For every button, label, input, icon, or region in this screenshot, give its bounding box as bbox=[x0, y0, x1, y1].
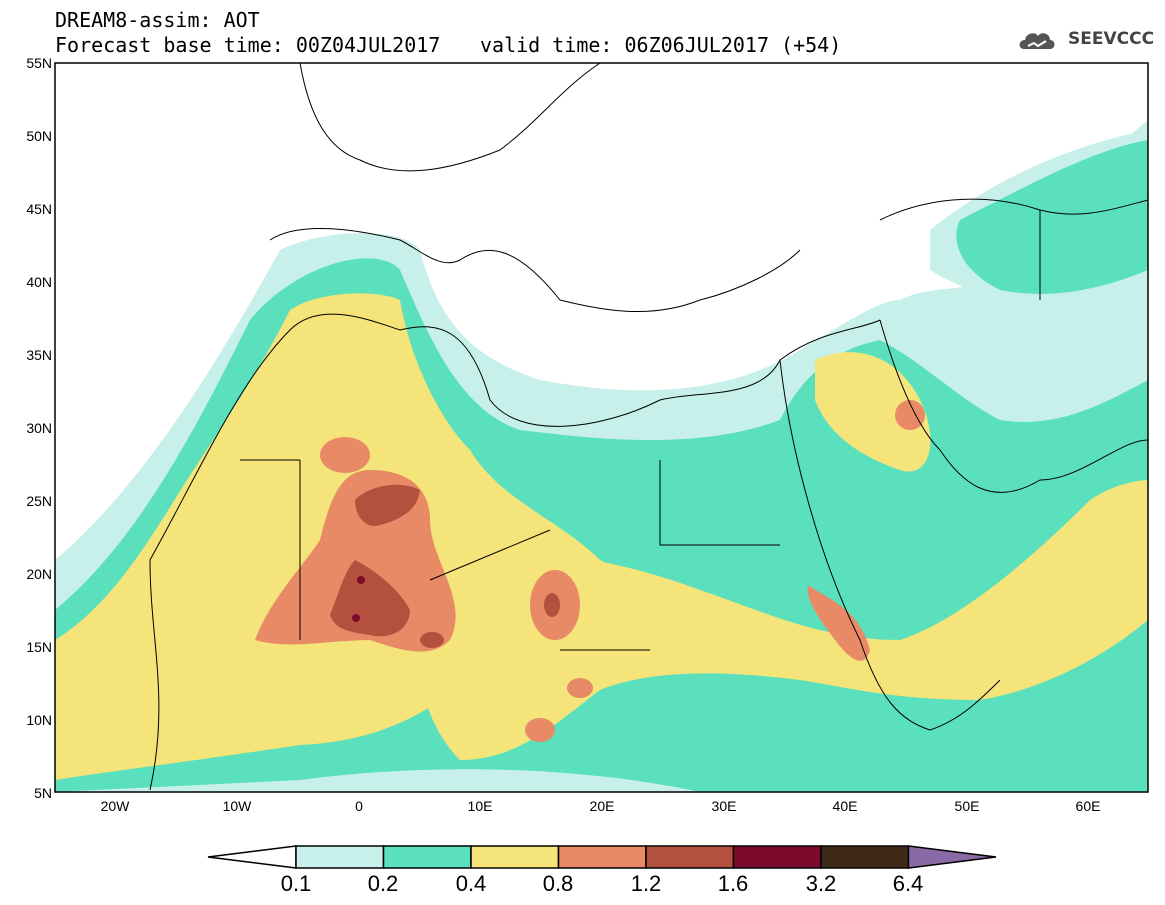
colorbar-swatch-1 bbox=[295, 845, 385, 869]
lon-label: 10W bbox=[222, 798, 252, 814]
lat-label: 10N bbox=[26, 712, 52, 728]
lon-label: 20W bbox=[100, 798, 130, 814]
aot-contour-1.2 bbox=[330, 484, 560, 648]
colorbar-swatch-3 bbox=[470, 845, 560, 869]
lon-label: 30E bbox=[711, 798, 737, 814]
colorbar-label: 0.2 bbox=[367, 871, 399, 896]
valid-time: valid time: 06Z06JUL2017 (+54) bbox=[480, 33, 842, 57]
lon-label: 10E bbox=[467, 798, 493, 814]
forecast-base-time: Forecast base time: 00Z04JUL2017 bbox=[55, 33, 441, 57]
colorbar-swatch-4 bbox=[557, 845, 647, 869]
lat-label: 55N bbox=[26, 55, 52, 71]
lon-label: 40E bbox=[832, 798, 858, 814]
colorbar-label: 1.2 bbox=[630, 871, 662, 896]
lon-label: 0 bbox=[355, 798, 363, 814]
lat-label: 45N bbox=[26, 201, 52, 217]
aot-contour-1.6 bbox=[352, 576, 365, 622]
coastlines bbox=[149, 63, 1148, 791]
colorbar-swatch-7 bbox=[820, 845, 910, 869]
colorbar-label: 6.4 bbox=[892, 871, 924, 896]
colorbar-label: 1.6 bbox=[717, 871, 749, 896]
lon-label: 20E bbox=[589, 798, 615, 814]
colorbar-label: 0.1 bbox=[280, 871, 312, 896]
colorbar-swatch-2 bbox=[382, 845, 472, 869]
colorbar bbox=[207, 845, 997, 869]
colorbar-label: 0.8 bbox=[542, 871, 574, 896]
logo-text: SEEVCCC bbox=[1068, 29, 1155, 49]
lat-label: 5N bbox=[34, 785, 52, 801]
lat-label: 25N bbox=[26, 493, 52, 509]
lon-label: 60E bbox=[1075, 798, 1101, 814]
lat-label: 15N bbox=[26, 639, 52, 655]
map-frame bbox=[54, 62, 1149, 793]
lat-label: 35N bbox=[26, 347, 52, 363]
lat-label: 30N bbox=[26, 420, 52, 436]
lat-label: 50N bbox=[26, 128, 52, 144]
map-title: DREAM8-assim: AOT bbox=[55, 8, 260, 32]
colorbar-swatch-5 bbox=[645, 845, 735, 869]
colorbar-swatch-under bbox=[207, 845, 297, 869]
colorbar-swatch-6 bbox=[732, 845, 822, 869]
lon-label: 50E bbox=[954, 798, 980, 814]
colorbar-label: 0.4 bbox=[455, 871, 487, 896]
lat-label: 20N bbox=[26, 566, 52, 582]
colorbar-label: 3.2 bbox=[805, 871, 837, 896]
colorbar-swatch-over bbox=[907, 845, 997, 869]
cloud-logo-icon bbox=[1019, 33, 1055, 49]
lat-label: 40N bbox=[26, 274, 52, 290]
